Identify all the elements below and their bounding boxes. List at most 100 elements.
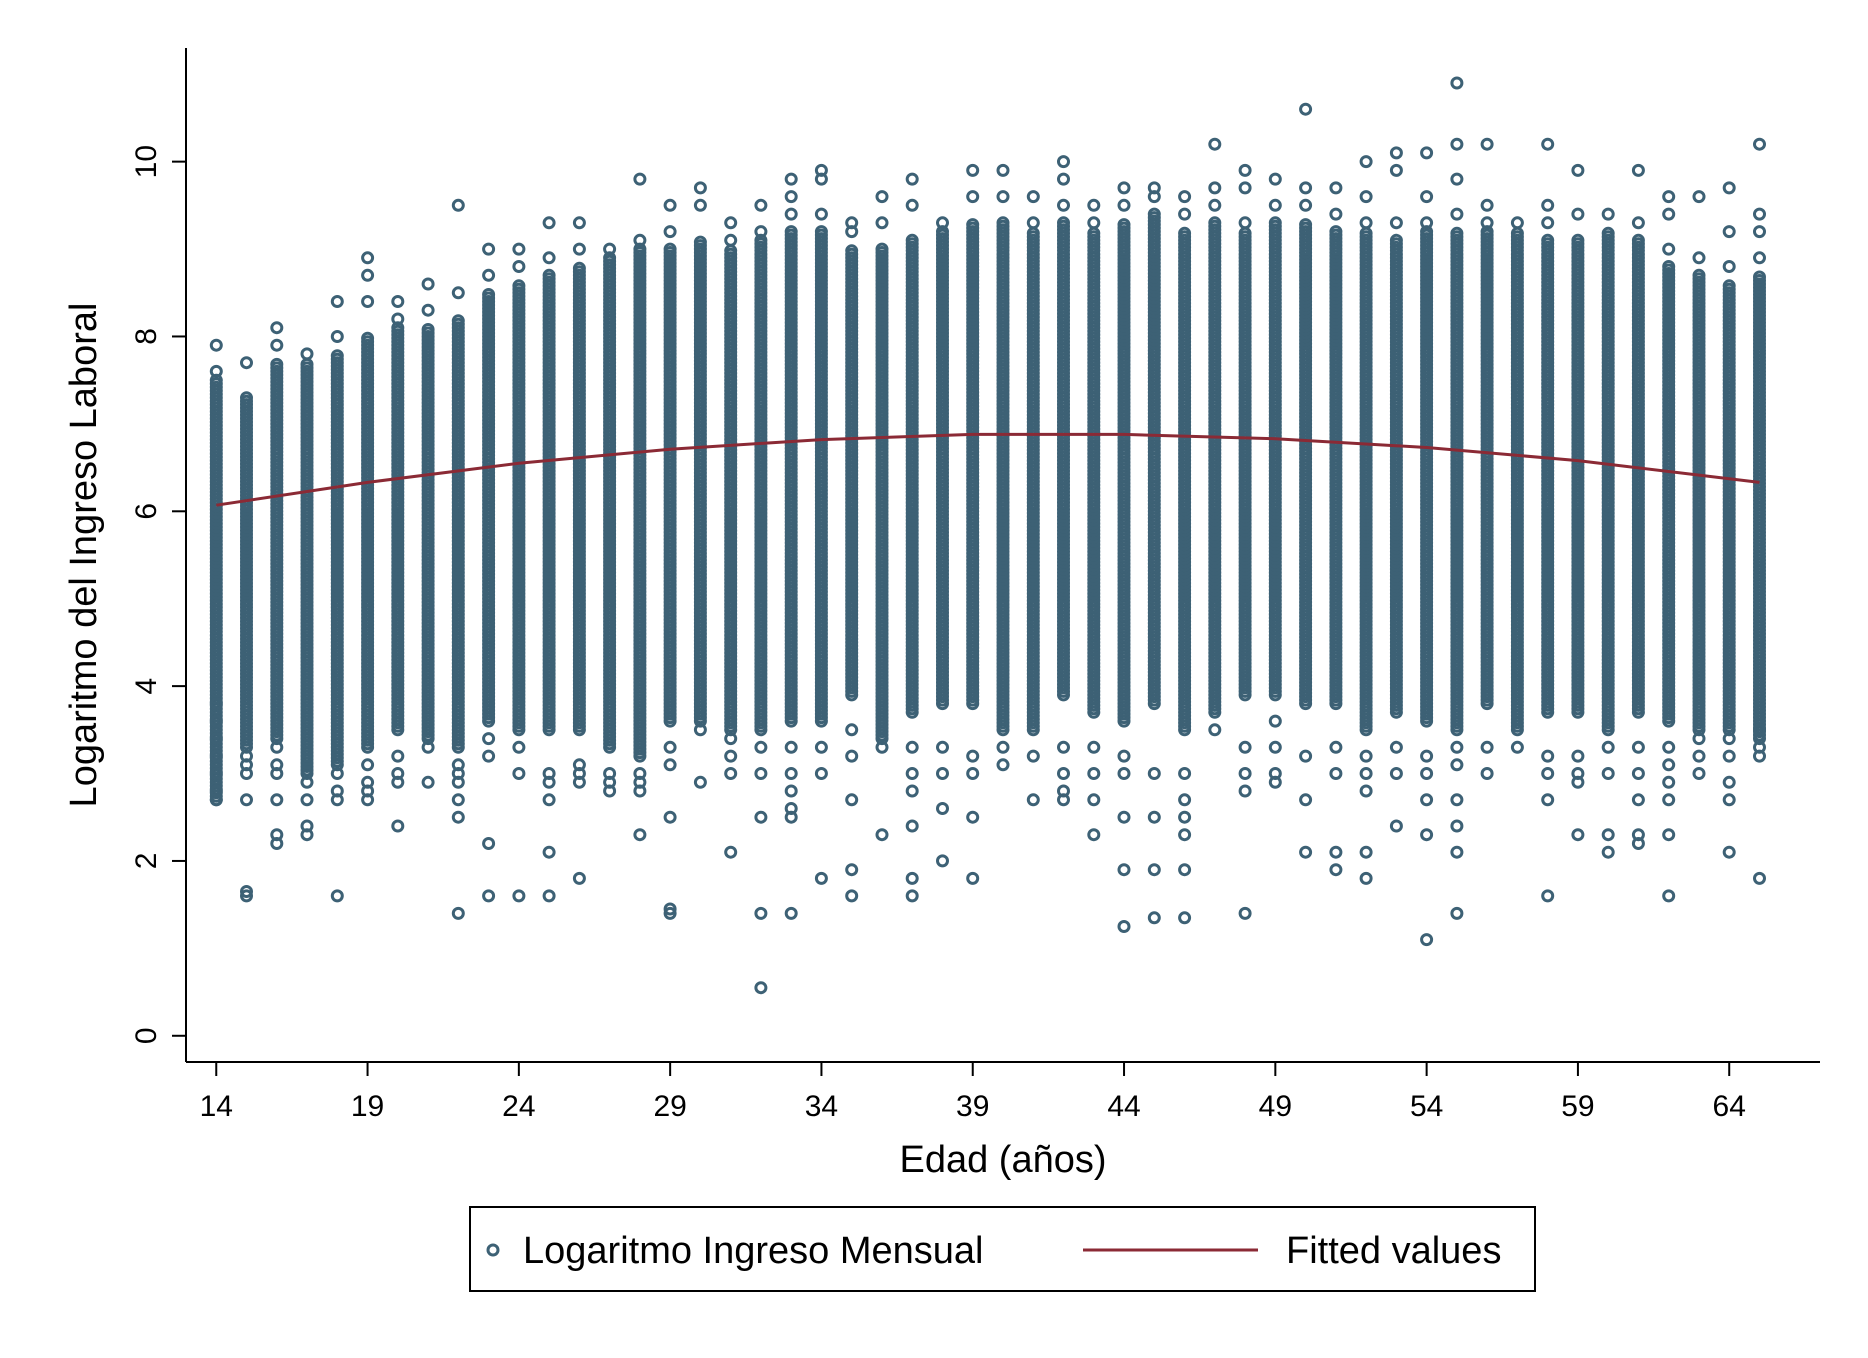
data-point bbox=[421, 277, 435, 291]
data-point bbox=[1268, 714, 1282, 728]
data-point bbox=[542, 889, 556, 903]
data-point bbox=[905, 784, 919, 798]
data-point bbox=[240, 356, 253, 370]
data-point bbox=[936, 767, 949, 780]
data-point bbox=[905, 767, 919, 780]
data-point bbox=[603, 242, 617, 256]
data-point bbox=[1117, 920, 1131, 933]
data-point bbox=[300, 347, 314, 361]
data-point bbox=[845, 723, 859, 737]
data-point bbox=[693, 235, 707, 249]
data-point bbox=[1208, 181, 1222, 195]
data-point bbox=[451, 314, 465, 328]
data-point bbox=[724, 749, 738, 763]
data-point bbox=[270, 321, 284, 335]
data-point bbox=[1057, 767, 1070, 780]
data-point bbox=[966, 810, 980, 824]
data-point bbox=[482, 268, 496, 282]
data-point bbox=[1238, 740, 1252, 754]
data-point bbox=[1026, 216, 1040, 230]
data-point bbox=[482, 732, 496, 746]
data-point bbox=[814, 207, 828, 221]
data-point bbox=[724, 845, 738, 859]
data-point bbox=[1117, 863, 1131, 877]
data-point bbox=[603, 767, 617, 780]
data-point bbox=[784, 784, 798, 798]
data-point bbox=[451, 758, 465, 772]
data-point bbox=[361, 775, 375, 789]
data-point bbox=[784, 225, 798, 239]
data-point bbox=[482, 288, 496, 301]
data-point bbox=[784, 172, 798, 186]
data-point bbox=[754, 740, 768, 754]
data-point bbox=[1268, 767, 1282, 780]
data-point bbox=[421, 775, 435, 789]
data-point bbox=[1268, 172, 1282, 186]
data-point bbox=[1026, 793, 1040, 807]
data-point bbox=[996, 190, 1010, 204]
data-point bbox=[724, 767, 738, 780]
data-point bbox=[875, 828, 889, 842]
data-point bbox=[1268, 198, 1282, 212]
data-point bbox=[421, 740, 435, 754]
data-point bbox=[451, 286, 465, 300]
data-point bbox=[572, 242, 586, 256]
data-point bbox=[270, 357, 284, 371]
data-point bbox=[663, 906, 677, 920]
data-point bbox=[1117, 198, 1131, 212]
data-point bbox=[996, 163, 1010, 177]
data-point bbox=[1026, 749, 1040, 763]
data-point bbox=[1057, 198, 1070, 212]
data-point bbox=[875, 740, 889, 754]
data-point bbox=[512, 889, 526, 903]
data-point bbox=[330, 889, 344, 903]
data-point bbox=[330, 767, 344, 780]
data-point bbox=[572, 758, 586, 772]
data-point bbox=[633, 172, 647, 186]
data-point bbox=[482, 749, 496, 763]
data-point bbox=[966, 190, 980, 204]
data-point bbox=[693, 723, 707, 737]
data-point bbox=[391, 819, 405, 833]
data-point bbox=[391, 295, 405, 308]
data-point bbox=[1147, 863, 1161, 877]
data-point bbox=[1057, 740, 1070, 754]
data-point bbox=[1117, 181, 1131, 195]
data-point bbox=[966, 871, 980, 885]
data-point bbox=[1238, 163, 1252, 177]
data-point bbox=[845, 889, 859, 903]
data-point bbox=[663, 225, 677, 239]
data-point bbox=[209, 767, 223, 780]
data-point bbox=[905, 198, 919, 212]
data-point bbox=[209, 749, 223, 763]
data-point bbox=[1087, 198, 1101, 212]
data-point bbox=[1208, 723, 1222, 737]
data-point bbox=[482, 242, 496, 256]
data-point bbox=[784, 740, 798, 754]
data-point bbox=[1268, 740, 1282, 754]
data-point bbox=[542, 216, 556, 230]
data-point bbox=[1117, 749, 1131, 763]
data-point bbox=[1087, 740, 1101, 754]
data-point bbox=[966, 767, 980, 780]
data-point bbox=[209, 732, 223, 746]
data-point bbox=[663, 810, 677, 824]
data-point bbox=[996, 758, 1010, 772]
data-point bbox=[814, 740, 828, 754]
data-point bbox=[240, 391, 253, 405]
data-point bbox=[1238, 784, 1252, 798]
data-point bbox=[633, 233, 647, 247]
data-point bbox=[693, 775, 707, 789]
data-point bbox=[905, 871, 919, 885]
data-point bbox=[784, 767, 798, 780]
data-point bbox=[361, 268, 375, 282]
data-point bbox=[936, 802, 949, 815]
data-point bbox=[1147, 767, 1161, 780]
data-point bbox=[936, 854, 949, 868]
data-point bbox=[814, 163, 828, 177]
data-point bbox=[421, 323, 435, 336]
data-point bbox=[814, 871, 828, 885]
data-point bbox=[693, 198, 707, 212]
data-point bbox=[1087, 828, 1101, 842]
data-point bbox=[754, 810, 768, 824]
